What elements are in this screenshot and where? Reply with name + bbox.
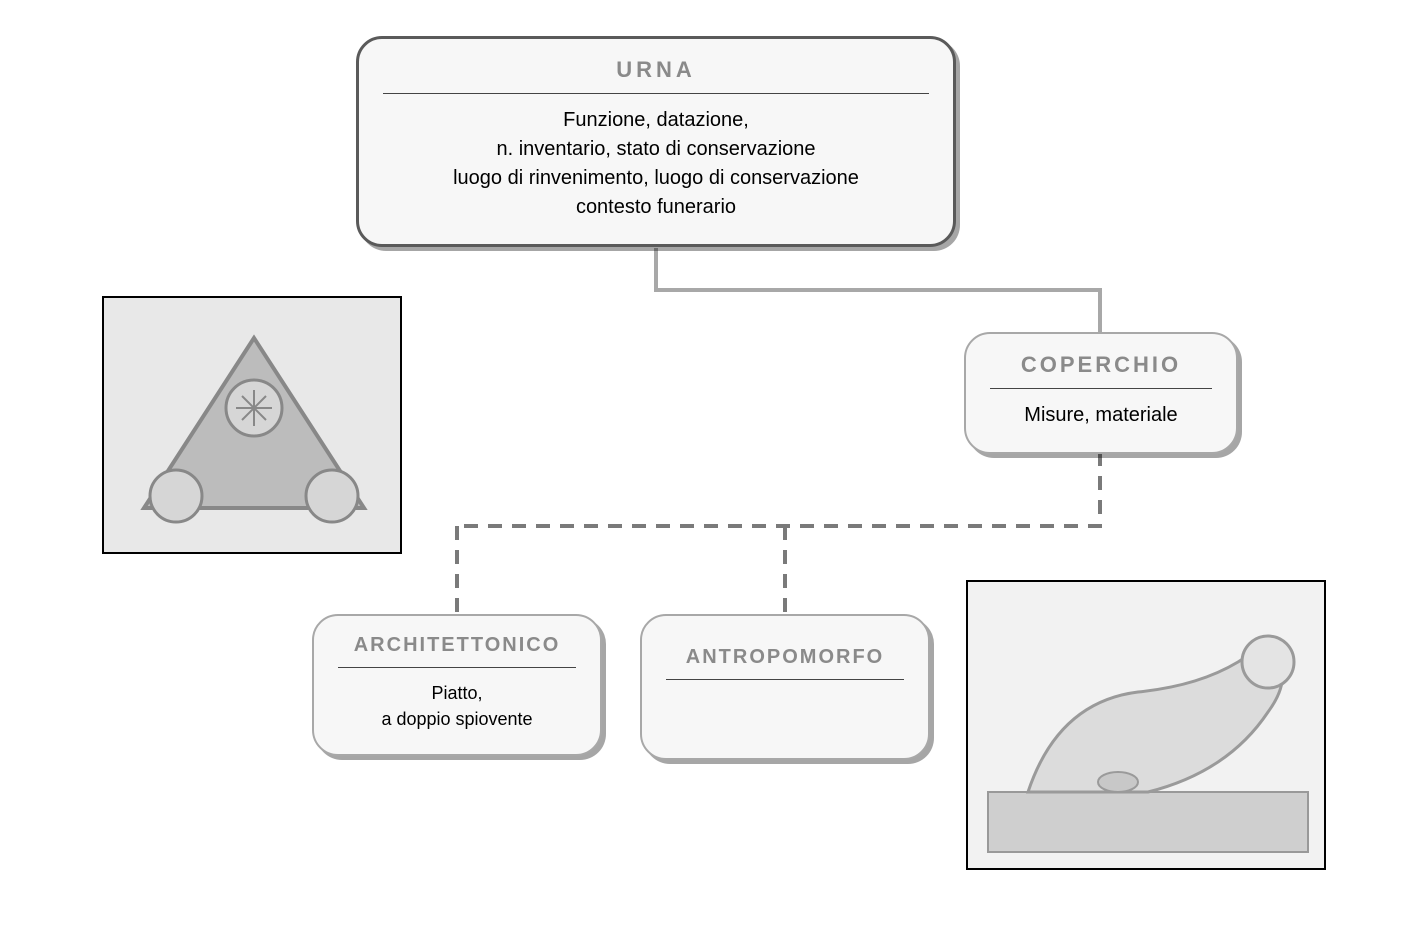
body-line: Funzione, datazione, — [383, 106, 929, 135]
edge-urna-coperchio — [656, 248, 1100, 332]
body-line: luogo di rinvenimento, luogo di conserva… — [383, 164, 929, 193]
node-urna-title: URNA — [359, 39, 953, 93]
node-antropomorfo-body — [642, 680, 928, 720]
node-architettonico: ARCHITETTONICO Piatto, a doppio spiovent… — [312, 614, 602, 756]
node-coperchio: COPERCHIO Misure, materiale — [964, 332, 1238, 454]
node-coperchio-title: COPERCHIO — [966, 334, 1236, 388]
placeholder-icon — [104, 298, 402, 554]
node-antropomorfo-title: ANTROPOMORFO — [642, 616, 928, 679]
architectural-lid-photo — [102, 296, 402, 554]
body-line: n. inventario, stato di conservazione — [383, 135, 929, 164]
edge-coperchio-branch — [457, 452, 1100, 526]
node-urna-body: Funzione, datazione, n. inventario, stat… — [359, 94, 953, 244]
body-line: Piatto, — [338, 680, 576, 706]
node-urna: URNA Funzione, datazione, n. inventario,… — [356, 36, 956, 247]
body-line: Misure, materiale — [990, 401, 1212, 430]
anthropomorphic-lid-photo — [966, 580, 1326, 870]
node-coperchio-body: Misure, materiale — [966, 389, 1236, 452]
node-antropomorfo: ANTROPOMORFO — [640, 614, 930, 760]
node-architettonico-body: Piatto, a doppio spiovente — [314, 668, 600, 754]
node-architettonico-title: ARCHITETTONICO — [314, 616, 600, 667]
body-line: a doppio spiovente — [338, 706, 576, 732]
body-line: contesto funerario — [383, 193, 929, 222]
placeholder-icon — [968, 582, 1326, 870]
